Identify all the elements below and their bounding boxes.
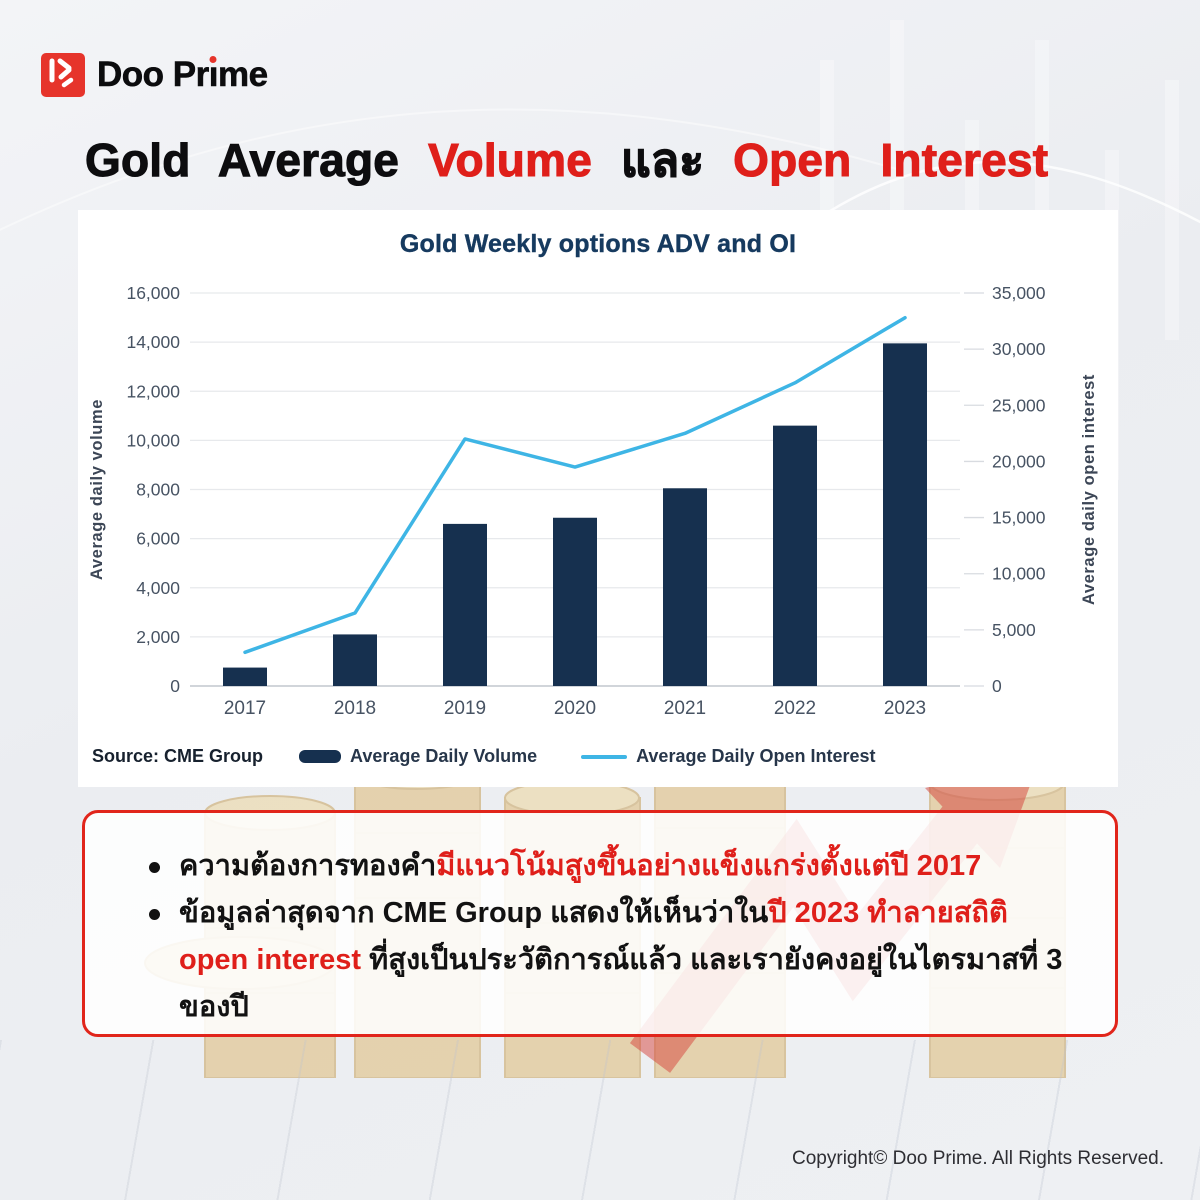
svg-text:2019: 2019 — [444, 698, 486, 719]
svg-text:2017: 2017 — [224, 698, 266, 719]
svg-text:30,000: 30,000 — [992, 339, 1046, 359]
svg-text:2,000: 2,000 — [136, 627, 180, 647]
svg-text:2020: 2020 — [554, 698, 596, 719]
line-swatch-icon — [581, 754, 628, 759]
svg-text:2021: 2021 — [664, 698, 706, 719]
page-title: Gold Average Volume และ Open Interest — [84, 133, 1049, 186]
svg-text:Average daily open interest: Average daily open interest — [1080, 374, 1098, 605]
bullet-item-2: ข้อมูลล่าสุดจาก CME Group แสดงให้เห็นว่า… — [143, 890, 1075, 1031]
bullet-item-1: ความต้องการทองคำมีแนวโน้มสูงขึ้นอย่างแข็… — [143, 843, 1075, 890]
svg-text:12,000: 12,000 — [126, 381, 180, 401]
svg-text:20,000: 20,000 — [992, 451, 1046, 471]
svg-text:2023: 2023 — [884, 698, 926, 719]
doo-prime-logo: Doo Prıme — [40, 52, 268, 98]
svg-text:15,000: 15,000 — [992, 508, 1046, 528]
floor-grid-decoration — [0, 1040, 1200, 1200]
svg-text:2018: 2018 — [334, 698, 376, 719]
svg-text:35,000: 35,000 — [992, 283, 1046, 303]
legend-item-open-interest: Average Daily Open Interest — [581, 746, 876, 767]
svg-text:10,000: 10,000 — [992, 564, 1046, 584]
copyright-text: Copyright© Doo Prime. All Rights Reserve… — [792, 1148, 1164, 1169]
svg-text:16,000: 16,000 — [126, 283, 180, 303]
doo-prime-logo-icon — [41, 53, 85, 97]
svg-text:2022: 2022 — [774, 698, 816, 719]
brand-wordmark: Doo Prıme — [97, 55, 269, 95]
chart-legend: Average Daily Volume Average Daily Open … — [299, 746, 876, 767]
svg-text:0: 0 — [992, 676, 1002, 696]
legend-item-volume: Average Daily Volume — [299, 746, 537, 767]
svg-text:0: 0 — [170, 676, 180, 696]
svg-text:4,000: 4,000 — [136, 578, 180, 598]
svg-text:25,000: 25,000 — [992, 395, 1046, 415]
insights-box: ความต้องการทองคำมีแนวโน้มสูงขึ้นอย่างแข็… — [82, 810, 1118, 1037]
chart-title: Gold Weekly options ADV and OI — [399, 230, 797, 258]
source-label: Source: CME Group — [92, 746, 264, 766]
svg-text:8,000: 8,000 — [136, 480, 180, 500]
chart-plot: 0 2,000 4,000 6,000 8,000 10,000 12,000 14,000 1… — [88, 283, 1098, 719]
chart-footer-row: Source: CME Group Average Daily Volume A… — [92, 746, 1098, 767]
bullet-list: ความต้องการทองคำมีแนวโน้มสูงขึ้นอย่างแข็… — [143, 843, 1075, 1031]
brand-i-red-dot: ı — [208, 55, 218, 95]
svg-text:14,000: 14,000 — [126, 332, 180, 352]
svg-text:10,000: 10,000 — [126, 430, 180, 450]
chart-card: Gold Weekly options ADV and OI 0 2,000 4,0… — [78, 210, 1118, 787]
bar-swatch-icon — [299, 750, 342, 763]
svg-text:6,000: 6,000 — [136, 529, 180, 549]
svg-text:Average daily volume: Average daily volume — [88, 399, 106, 580]
svg-text:5,000: 5,000 — [992, 620, 1036, 640]
